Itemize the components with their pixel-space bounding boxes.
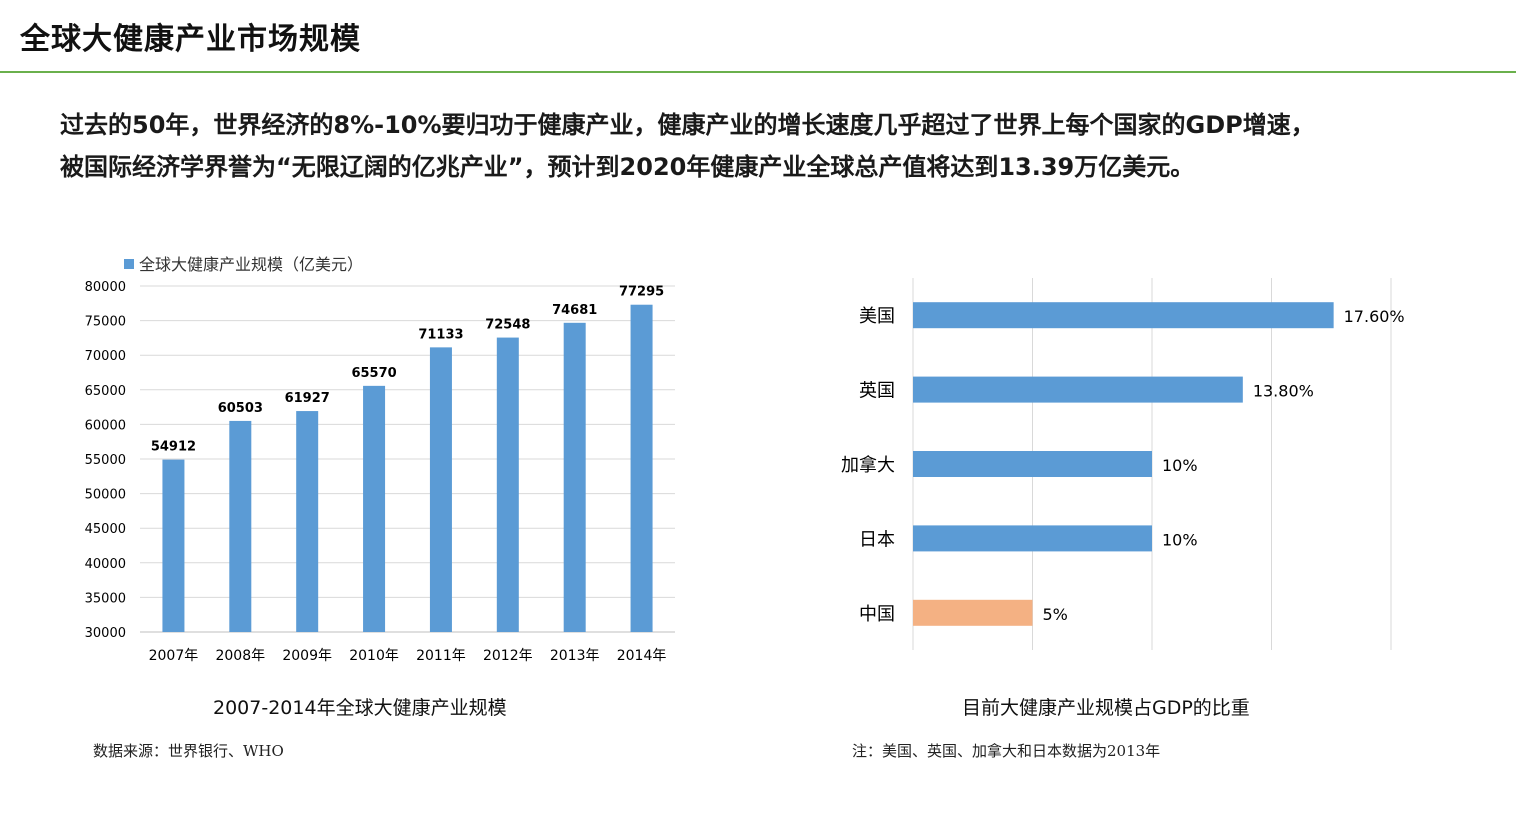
- x-tick-label: 2008年: [215, 648, 265, 664]
- bar: [429, 347, 452, 632]
- data-label: 10%: [1162, 530, 1198, 549]
- y-tick-label: 60000: [85, 418, 126, 433]
- left-chart-caption: 2007-2014年全球大健康产业规模: [213, 697, 507, 719]
- y-category-label: 美国: [859, 306, 895, 327]
- bar: [496, 337, 519, 632]
- x-tick-label: 2011年: [416, 648, 466, 664]
- data-label: 72548: [485, 318, 530, 333]
- x-tick-label: 2012年: [483, 648, 533, 664]
- bar: [363, 385, 386, 632]
- data-label: 65570: [351, 366, 396, 381]
- gdp-share-chart: 美国 17.60% 英国 13.80% 加拿大 10% 日本 10% 中国 5%: [841, 278, 1405, 650]
- bar: [296, 411, 319, 632]
- bar: [913, 376, 1243, 403]
- x-tick-label: 2013年: [550, 648, 600, 664]
- bar: [913, 451, 1152, 477]
- right-chart-note: 注：美国、英国、加拿大和日本数据为2013年: [852, 742, 1161, 760]
- y-tick-label: 50000: [85, 488, 126, 503]
- page-title: 全球大健康产业市场规模: [20, 22, 361, 57]
- y-tick-label: 80000: [85, 280, 126, 295]
- data-label: 10%: [1162, 456, 1198, 475]
- bar: [630, 304, 653, 632]
- health-industry-scale-chart: 全球大健康产业规模（亿美元） 30000 35000 40000 45000 50000 5…: [85, 255, 675, 664]
- data-label: 13.80%: [1253, 382, 1314, 401]
- y-category-label: 日本: [859, 529, 895, 550]
- intro-line-2: 被国际经济学界誉为“无限辽阔的亿兆产业”，预计到2020年健康产业全球总产值将达…: [60, 153, 1195, 181]
- y-tick-label: 30000: [85, 626, 126, 641]
- data-label: 74681: [552, 303, 597, 318]
- bar: [913, 525, 1152, 552]
- legend-swatch: [124, 259, 134, 269]
- data-label: 71133: [418, 327, 463, 342]
- data-label: 60503: [218, 401, 263, 416]
- data-label: 17.60%: [1344, 307, 1405, 326]
- bar: [913, 302, 1334, 329]
- bar: [913, 599, 1033, 626]
- bar: [229, 420, 252, 632]
- y-category-label: 加拿大: [841, 454, 895, 476]
- data-label: 77295: [619, 285, 664, 300]
- y-tick-label: 55000: [85, 453, 126, 468]
- y-tick-label: 65000: [85, 384, 126, 399]
- bar: [162, 459, 185, 632]
- title-divider: [0, 71, 1516, 73]
- data-label: 61927: [285, 391, 330, 406]
- legend-label: 全球大健康产业规模（亿美元）: [139, 255, 363, 274]
- y-tick-label: 75000: [85, 315, 126, 330]
- y-category-label: 英国: [859, 381, 895, 402]
- intro-line-1: 过去的50年，世界经济的8%-10%要归功于健康产业，健康产业的增长速度几乎超过…: [60, 111, 1315, 139]
- y-tick-label: 45000: [85, 522, 126, 537]
- y-tick-label: 35000: [85, 591, 126, 606]
- x-tick-label: 2014年: [617, 648, 667, 664]
- bar: [563, 322, 586, 632]
- y-tick-label: 40000: [85, 557, 126, 572]
- y-category-label: 中国: [859, 604, 895, 625]
- x-tick-label: 2007年: [149, 648, 199, 664]
- right-chart-caption: 目前大健康产业规模占GDP的比重: [962, 697, 1250, 719]
- data-label: 5%: [1043, 605, 1068, 624]
- x-tick-label: 2010年: [349, 648, 399, 664]
- y-tick-label: 70000: [85, 349, 126, 364]
- x-tick-label: 2009年: [282, 648, 332, 664]
- data-label: 54912: [151, 440, 196, 455]
- intro-text: 过去的50年，世界经济的8%-10%要归功于健康产业，健康产业的增长速度几乎超过…: [60, 104, 1480, 188]
- left-chart-source: 数据来源：世界银行、WHO: [93, 742, 284, 760]
